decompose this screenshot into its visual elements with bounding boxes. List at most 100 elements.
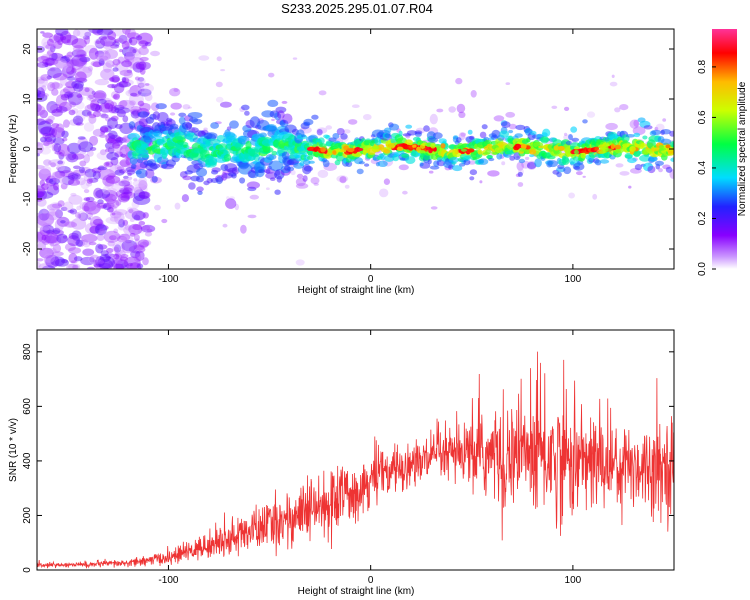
- heatmap-blob: [123, 55, 135, 65]
- heatmap-blob: [372, 145, 380, 150]
- heatmap-blob: [107, 83, 118, 89]
- heatmap-blob: [39, 247, 54, 259]
- heatmap-blob: [141, 225, 151, 231]
- heatmap-blob: [557, 145, 565, 151]
- heatmap-blob: [129, 47, 138, 54]
- heatmap-blob: [37, 76, 48, 89]
- heatmap-blob: [57, 200, 65, 207]
- heatmap-blob: [542, 128, 551, 137]
- heatmap-blob: [66, 153, 79, 163]
- heatmap-blob: [105, 193, 117, 205]
- heatmap-blob: [203, 127, 208, 131]
- heatmap-blob: [52, 227, 61, 234]
- heatmap-blob: [104, 127, 109, 132]
- heatmap-blob: [119, 159, 130, 168]
- heatmap-blob: [79, 56, 91, 63]
- heatmap-blob: [130, 110, 140, 119]
- heatmap-blob: [398, 164, 409, 171]
- heatmap-blob: [231, 167, 240, 175]
- heatmap-blob: [42, 209, 48, 215]
- heatmap-blob: [46, 234, 62, 246]
- heatmap-blob: [157, 112, 169, 123]
- heatmap-blob: [52, 73, 68, 81]
- heatmap-blob: [41, 139, 52, 146]
- heatmap-blob: [205, 132, 218, 140]
- heatmap-blob: [112, 142, 120, 149]
- heatmap-blob: [134, 76, 140, 81]
- heatmap-blob: [78, 141, 94, 153]
- heatmap-blob: [110, 254, 117, 259]
- heatmap-blob: [174, 202, 181, 210]
- heatmap-blob: [128, 176, 133, 180]
- heatmap-blob: [310, 177, 320, 185]
- heatmap-blob: [610, 143, 615, 150]
- heatmap-blob: [134, 238, 140, 244]
- heatmap-blob: [662, 118, 667, 122]
- heatmap-blob: [88, 217, 92, 220]
- heatmap-blob: [88, 47, 99, 60]
- heatmap-blob: [105, 117, 112, 122]
- heatmap-blob: [58, 175, 65, 184]
- heatmap-blob: [37, 118, 46, 125]
- snr-panel: -100 0 100 0 200 400 600 800 Height of straight…: [8, 329, 675, 597]
- heatmap-blob: [92, 29, 104, 36]
- heatmap-blob: [46, 38, 55, 47]
- heatmap-blob: [501, 121, 511, 128]
- heatmap-blob: [534, 158, 542, 168]
- heatmap-blob: [137, 100, 145, 107]
- heatmap-blob: [42, 224, 54, 234]
- heatmap-blob: [137, 88, 152, 97]
- heatmap-blob: [37, 120, 52, 135]
- heatmap-blob: [508, 123, 517, 130]
- heatmap-blob: [119, 233, 131, 241]
- heatmap-blob: [48, 52, 64, 62]
- heatmap-blob: [173, 88, 179, 92]
- heatmap-blob: [71, 108, 79, 114]
- colorbar-tick-label: 0.2: [697, 211, 708, 225]
- heatmap-blob: [67, 179, 81, 186]
- heatmap-blob: [49, 202, 63, 211]
- heatmap-blob: [529, 154, 534, 158]
- heatmap-blob: [75, 212, 81, 219]
- heatmap-blob: [303, 159, 311, 166]
- heatmap-blob: [110, 115, 119, 122]
- heatmap-blob: [95, 223, 107, 236]
- heatmap-blob: [553, 145, 560, 151]
- heatmap-blob: [154, 204, 161, 211]
- heatmap-blob: [47, 81, 56, 92]
- heatmap-blob: [628, 185, 632, 189]
- heatmap-blob: [41, 234, 51, 245]
- heatmap-blob: [51, 143, 59, 152]
- heatmap-blob: [132, 61, 145, 73]
- y-tick-label: 0: [22, 146, 33, 152]
- heatmap-blob: [642, 149, 647, 155]
- heatmap-blob: [169, 87, 181, 97]
- heatmap-blob: [111, 75, 120, 83]
- heatmap-blob: [182, 175, 192, 181]
- heatmap-blob: [71, 230, 82, 241]
- heatmap-blob: [48, 35, 61, 43]
- heatmap-blob: [332, 150, 337, 155]
- colorbar-gradient: [712, 29, 737, 269]
- heatmap-blob: [92, 92, 106, 99]
- heatmap-blob: [82, 205, 90, 212]
- heatmap-blob: [101, 266, 108, 269]
- heatmap-blob: [428, 170, 434, 174]
- heatmap-blob: [66, 39, 71, 44]
- heatmap-blob: [133, 234, 140, 242]
- heatmap-blob: [75, 66, 93, 79]
- heatmap-blob: [477, 149, 483, 155]
- heatmap-blob: [133, 214, 141, 221]
- heatmap-blob: [64, 221, 77, 228]
- heatmap-blob: [37, 90, 46, 97]
- heatmap-blob: [83, 122, 95, 132]
- heatmap-blob: [45, 178, 54, 184]
- heatmap-blob: [519, 148, 527, 152]
- colorbar: 0.0 0.2 0.4 0.6 0.8 Normalized spectral ampl…: [697, 29, 748, 276]
- heatmap-blob: [100, 68, 115, 80]
- heatmap-blob: [79, 53, 87, 57]
- heatmap-blob: [86, 178, 93, 184]
- heatmap-blob: [51, 127, 66, 138]
- heatmap-blob: [130, 106, 142, 115]
- heatmap-blob: [93, 53, 112, 61]
